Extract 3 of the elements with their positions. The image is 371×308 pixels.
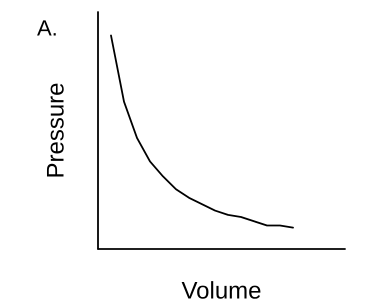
y-axis-title: Pressure xyxy=(42,82,70,179)
x-axis-title: Volume xyxy=(181,278,262,304)
chart-title: A. xyxy=(37,16,58,40)
